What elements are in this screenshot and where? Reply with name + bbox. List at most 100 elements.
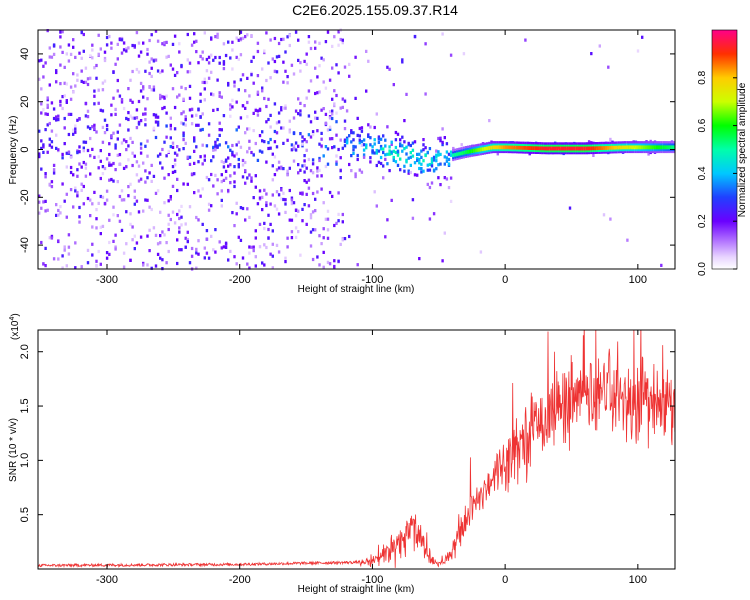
heatmap-cell (241, 36, 245, 40)
heatmap-cell (173, 158, 177, 162)
heatmap-cell (479, 250, 483, 254)
heatmap-cell (462, 156, 465, 159)
heatmap-cell (252, 111, 255, 115)
heatmap-cell (114, 233, 117, 237)
heatmap-cell (144, 123, 147, 127)
heatmap-cell (216, 192, 219, 196)
heatmap-cell (571, 151, 574, 155)
heatmap-cell (309, 120, 313, 124)
heatmap-cell (377, 135, 381, 139)
heatmap-cell (38, 77, 41, 81)
heatmap-cell (142, 161, 145, 165)
heatmap-cell (337, 191, 340, 195)
heatmap-cell (481, 146, 484, 150)
heatmap-cell (362, 143, 366, 147)
heatmap-cell (256, 49, 260, 54)
heatmap-cells (38, 28, 676, 271)
heatmap-cell (377, 137, 381, 141)
heatmap-cell (439, 162, 442, 166)
heatmap-cell (55, 203, 58, 207)
heatmap-cell (150, 74, 153, 78)
heatmap-cell (479, 145, 482, 148)
heatmap-cell (305, 180, 308, 184)
heatmap-cell (420, 162, 423, 166)
heatmap-cell (636, 146, 639, 150)
heatmap-cell (562, 148, 565, 151)
heatmap-cell (333, 102, 336, 106)
heatmap-cell (471, 146, 474, 150)
heatmap-cell (52, 171, 56, 175)
heatmap-cell (271, 152, 274, 156)
heatmap-cell (201, 222, 204, 226)
heatmap-cell (178, 226, 181, 230)
heatmap-cell (305, 140, 308, 144)
heatmap-cell (424, 92, 427, 96)
heatmap-cell (641, 145, 644, 148)
heatmap-cell (182, 147, 185, 151)
heatmap-cell (190, 172, 194, 176)
heatmap-cell (326, 209, 330, 213)
heatmap-cell (118, 194, 122, 199)
heatmap-cell (178, 248, 181, 252)
heatmap-cell (331, 97, 334, 101)
heatmap-cell (337, 43, 340, 47)
heatmap-cell (475, 147, 478, 151)
heatmap-cell (449, 53, 453, 57)
heatmap-cell (112, 213, 115, 217)
heatmap-cell (297, 112, 300, 116)
heatmap-cell (611, 147, 614, 150)
heatmap-cell (503, 143, 506, 146)
heatmap-cell (530, 151, 533, 154)
heatmap-cell (207, 208, 211, 212)
heatmap-cell (127, 111, 130, 115)
heatmap-cell (91, 202, 94, 206)
heatmap-cell (131, 163, 134, 168)
heatmap-cell (129, 114, 132, 118)
heatmap-cell (227, 156, 230, 160)
heatmap-cell (662, 146, 665, 150)
heatmap-cell (439, 136, 442, 140)
heatmap-cell (373, 142, 376, 146)
heatmap-cell (458, 153, 461, 156)
heatmap-cell (131, 151, 134, 155)
heatmap-cell (180, 112, 183, 116)
heatmap-cell (216, 78, 219, 82)
heatmap-cell (579, 148, 582, 151)
heatmap-cell (227, 188, 230, 193)
heatmap-cell (416, 152, 419, 156)
heatmap-cell (265, 245, 268, 250)
heatmap-cell (324, 121, 328, 126)
heatmap-cell (335, 154, 338, 158)
heatmap-cell (585, 146, 588, 149)
heatmap-cell (348, 134, 351, 138)
heatmap-cell (101, 224, 105, 228)
heatmap-cell (241, 73, 245, 77)
heatmap-cell (356, 263, 359, 267)
heatmap-cell (477, 151, 480, 154)
heatmap-cell (488, 119, 491, 123)
heatmap-cell (180, 204, 183, 208)
heatmap-cell (454, 152, 457, 155)
heatmap-cell (152, 85, 156, 89)
heatmap-cell (233, 171, 236, 175)
heatmap-cell (184, 222, 187, 226)
heatmap-cell (67, 59, 71, 63)
heatmap-cell (638, 150, 642, 154)
heatmap-cell (252, 55, 255, 59)
heatmap-cell (624, 145, 627, 148)
heatmap-cell (286, 138, 289, 142)
heatmap-cell (171, 165, 175, 169)
heatmap-cell (218, 128, 221, 132)
heatmap-cell (220, 159, 223, 164)
heatmap-cell (271, 254, 274, 258)
heatmap-cell (63, 65, 66, 69)
heatmap-cell (560, 151, 563, 155)
heatmap-cell (284, 256, 287, 260)
heatmap-cell (254, 108, 257, 112)
heatmap-cell (114, 107, 117, 111)
heatmap-cell (456, 153, 459, 157)
heatmap-cell (543, 151, 546, 155)
heatmap-cell (139, 89, 143, 93)
heatmap-cell (460, 152, 463, 156)
heatmap-cell (466, 145, 470, 148)
